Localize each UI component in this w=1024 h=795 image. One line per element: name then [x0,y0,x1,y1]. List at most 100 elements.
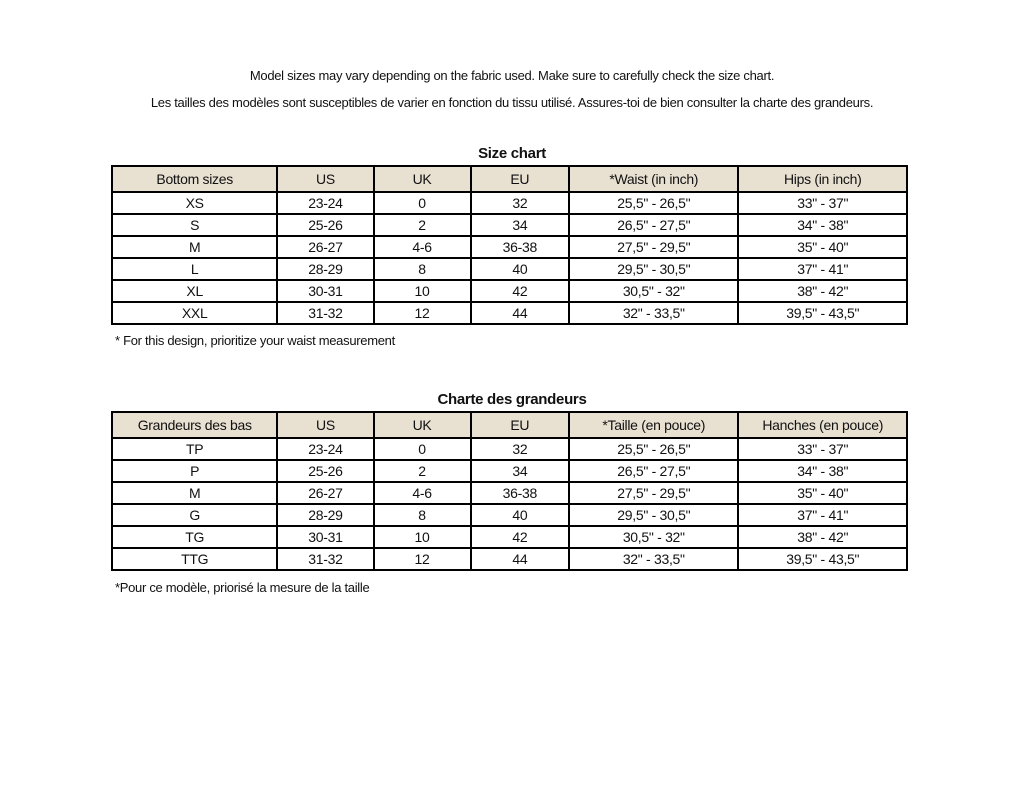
table-cell: 32" - 33,5" [568,547,740,571]
table-row: S 25-26 2 34 26,5" - 27,5" 34" - 38" [110,213,908,237]
table-cell: S [110,213,279,237]
header-cell: EU [469,165,571,193]
table-cell: 35" - 40" [737,235,908,259]
table-cell: 0 [372,191,472,215]
table-cell: 40 [469,503,571,527]
table-row: TG 30-31 10 42 30,5" - 32" 38" - 42" [110,525,908,549]
header-row: Bottom sizes US UK EU *Waist (in inch) Hips (… [110,165,908,193]
header-cell: UK [372,165,472,193]
table-cell: 32 [469,191,571,215]
table-cell: 23-24 [276,191,375,215]
table-cell: 32 [469,437,571,461]
header-cell: *Taille (en pouce) [568,411,740,439]
table-cell: 34 [469,213,571,237]
table-cell: 25-26 [276,213,375,237]
table-cell: 44 [469,301,571,325]
table-cell: 34" - 38" [737,213,908,237]
table-cell: 23-24 [276,437,375,461]
table-cell: 27,5" - 29,5" [568,235,740,259]
table-cell: 12 [372,301,472,325]
table-cell: 28-29 [276,257,375,281]
table-row: XL 30-31 10 42 30,5" - 32" 38" - 42" [110,279,908,303]
table-row: L 28-29 8 40 29,5" - 30,5" 37" - 41" [110,257,908,281]
table-cell: 12 [372,547,472,571]
waist-footnote-fr: *Pour ce modèle, priorisé la mesure de l… [115,580,370,595]
size-chart-table-en: Bottom sizes US UK EU *Waist (in inch) Hips (… [110,165,908,325]
table-cell: 39,5" - 43,5" [737,301,908,325]
table-cell: 8 [372,503,472,527]
table-cell: 36-38 [469,481,571,505]
size-chart-section-fr: Charte des grandeurs Grandeurs des bas US… [0,392,1024,595]
table-cell: 34 [469,459,571,483]
table-cell: 39,5" - 43,5" [737,547,908,571]
table-cell: 26,5" - 27,5" [568,459,740,483]
table-cell: 28-29 [276,503,375,527]
table-cell: 25,5" - 26,5" [568,437,740,461]
table-cell: TP [110,437,279,461]
table-cell: 30,5" - 32" [568,279,740,303]
table-cell: 10 [372,525,472,549]
table-cell: M [110,481,279,505]
table-cell: 34" - 38" [737,459,908,483]
table-cell: 0 [372,437,472,461]
intro-text-en: Model sizes may vary depending on the fa… [249,68,775,83]
table-cell: 32" - 33,5" [568,301,740,325]
table-cell: P [110,459,279,483]
table-cell: 25,5" - 26,5" [568,191,740,215]
table-cell: G [110,503,279,527]
table-cell: 38" - 42" [737,525,908,549]
table-cell: XL [110,279,279,303]
table-cell: 30,5" - 32" [568,525,740,549]
size-chart-title-fr: Charte des grandeurs [437,391,587,408]
table-row: G 28-29 8 40 29,5" - 30,5" 37" - 41" [110,503,908,527]
table-row: M 26-27 4-6 36-38 27,5" - 29,5" 35" - 40" [110,235,908,259]
table-cell: 27,5" - 29,5" [568,481,740,505]
table-row: XXL 31-32 12 44 32" - 33,5" 39,5" - 43,5" [110,301,908,325]
table-cell: 2 [372,459,472,483]
header-cell: US [276,165,375,193]
table-cell: XXL [110,301,279,325]
table-row: M 26-27 4-6 36-38 27,5" - 29,5" 35" - 40" [110,481,908,505]
size-chart-table-fr: Grandeurs des bas US UK EU *Taille (en pouce… [110,411,908,571]
header-cell: Grandeurs des bas [110,411,279,439]
table-cell: 44 [469,547,571,571]
header-cell: *Waist (in inch) [568,165,740,193]
table-cell: 30-31 [276,279,375,303]
header-cell: EU [469,411,571,439]
waist-footnote-en: * For this design, prioritize your waist… [115,333,395,348]
table-cell: 10 [372,279,472,303]
table-cell: 26-27 [276,481,375,505]
table-cell: XS [110,191,279,215]
table-cell: 30-31 [276,525,375,549]
table-row: P 25-26 2 34 26,5" - 27,5" 34" - 38" [110,459,908,483]
header-cell: Hips (in inch) [737,165,908,193]
table-row: XS 23-24 0 32 25,5" - 26,5" 33" - 37" [110,191,908,215]
table-row: TTG 31-32 12 44 32" - 33,5" 39,5" - 43,5" [110,547,908,571]
table-cell: 31-32 [276,301,375,325]
table-cell: TTG [110,547,279,571]
table-cell: 25-26 [276,459,375,483]
table-cell: 37" - 41" [737,257,908,281]
table-cell: L [110,257,279,281]
table-cell: TG [110,525,279,549]
table-cell: 35" - 40" [737,481,908,505]
table-cell: 33" - 37" [737,191,908,215]
table-cell: 29,5" - 30,5" [568,503,740,527]
table-cell: 31-32 [276,547,375,571]
size-chart-title-en: Size chart [478,145,546,162]
table-cell: 29,5" - 30,5" [568,257,740,281]
table-cell: 2 [372,213,472,237]
header-row: Grandeurs des bas US UK EU *Taille (en pouce… [110,411,908,439]
table-cell: 38" - 42" [737,279,908,303]
header-cell: UK [372,411,472,439]
header-cell: Hanches (en pouce) [737,411,908,439]
size-chart-page: Model sizes may vary depending on the fa… [0,69,1024,595]
header-cell: Bottom sizes [110,165,279,193]
table-cell: 36-38 [469,235,571,259]
table-cell: 37" - 41" [737,503,908,527]
header-cell: US [276,411,375,439]
table-cell: M [110,235,279,259]
table-cell: 42 [469,279,571,303]
size-chart-section-en: Size chart Bottom sizes US UK EU *Waist (in … [0,146,1024,348]
table-cell: 26,5" - 27,5" [568,213,740,237]
